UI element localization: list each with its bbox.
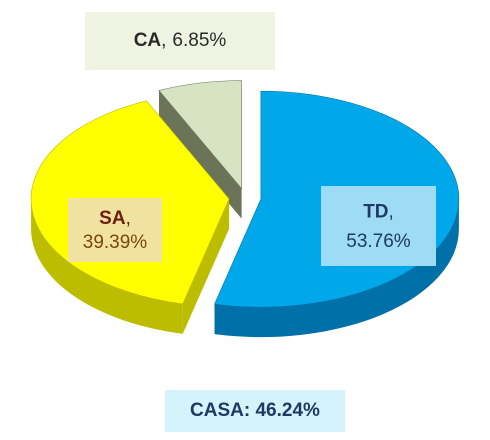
label-box: [68, 198, 162, 262]
separator: ,: [161, 30, 166, 51]
value: 6.85%: [172, 30, 226, 51]
label-box: [321, 186, 436, 266]
slice-wall: [31, 198, 183, 334]
category-name: TD: [363, 201, 388, 222]
data-label: 39.39%: [83, 232, 148, 253]
annotation: CASA: 46.24%: [190, 400, 320, 421]
slice-side: [182, 198, 230, 334]
category-name: CA: [134, 30, 162, 51]
data-label: 53.76%: [346, 231, 411, 252]
slice-side: [158, 90, 242, 219]
category-name: SA: [99, 208, 126, 229]
data-label-name: TD,: [363, 201, 394, 222]
separator: ,: [389, 201, 394, 222]
separator: ,: [126, 208, 131, 229]
annotation-box: [165, 390, 345, 432]
data-label: CA, 6.85%: [134, 30, 227, 51]
slice: [158, 80, 242, 190]
data-label-name: SA,: [99, 208, 131, 229]
slice-wall: [214, 199, 459, 338]
label-box: [85, 12, 275, 70]
